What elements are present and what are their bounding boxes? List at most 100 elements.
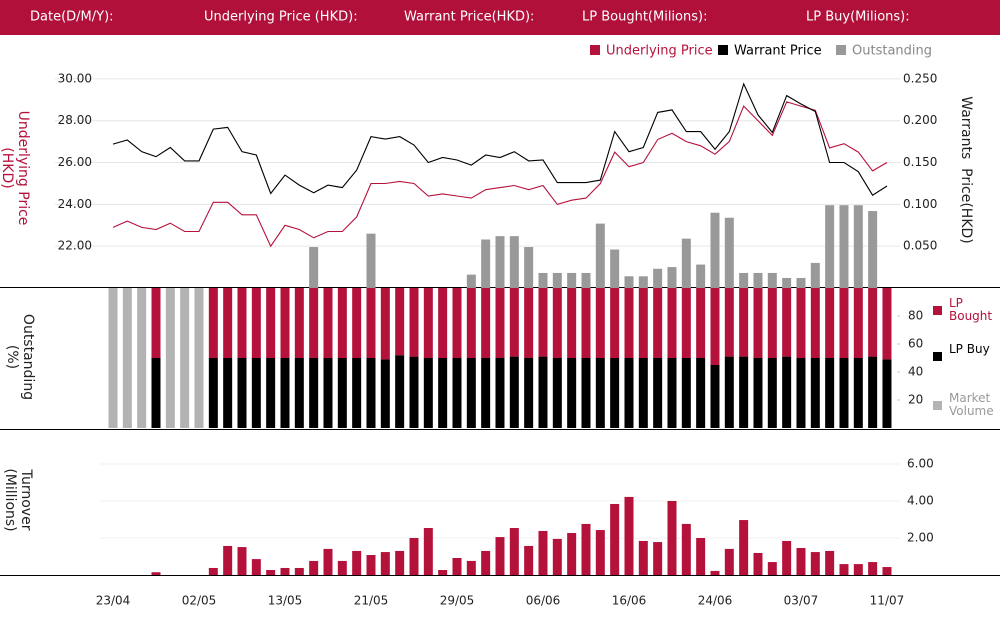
turnover-bar: [667, 501, 677, 575]
stacked-bar: [567, 288, 577, 358]
turnover-bar: [681, 523, 691, 575]
stacked-bar: [466, 358, 476, 428]
outstanding-bar: [667, 267, 677, 288]
outstanding-bar: [495, 236, 505, 288]
x-tick-label: 02/05: [182, 594, 217, 608]
stacked-bar: [208, 288, 218, 358]
stacked-bar: [108, 288, 118, 428]
turnover-bar: [294, 567, 304, 575]
stacked-bar: [409, 288, 419, 357]
turnover-bar: [337, 560, 347, 575]
stacked-bar: [624, 358, 634, 428]
stacked-bar: [839, 358, 849, 428]
stacked-bar: [882, 288, 892, 360]
outstanding-bar: [595, 223, 605, 288]
outstanding-bar: [509, 236, 519, 288]
outstanding-bar: [767, 272, 777, 288]
y2-tick-label: 0.200: [903, 113, 937, 127]
stacked-bar: [624, 288, 634, 358]
stacked-bar: [667, 288, 677, 358]
stacked-bar: [767, 288, 777, 358]
stacked-bar: [667, 358, 677, 428]
stacked-bar: [796, 288, 806, 358]
header-bar: [0, 0, 1000, 35]
stacked-bar: [395, 288, 405, 356]
stacked-bar: [323, 288, 333, 358]
stacked-bar: [739, 356, 749, 428]
legend-swatch: [590, 45, 600, 55]
stacked-bar: [481, 358, 491, 428]
stacked-bar: [380, 359, 390, 428]
turnover-bar: [481, 550, 491, 575]
turnover-bar: [710, 570, 720, 575]
turnover-bar: [767, 562, 777, 575]
outstanding-bar: [839, 205, 849, 288]
stacked-bar: [280, 288, 290, 358]
turnover-bar: [223, 545, 233, 575]
legend-label: Market Volume: [949, 391, 994, 418]
stacked-bar: [237, 358, 247, 428]
legend-swatch: [933, 352, 942, 361]
stacked-bar: [753, 288, 763, 358]
outstanding-bar: [810, 262, 820, 288]
stacked-bar: [223, 358, 233, 428]
outstanding-bar: [309, 247, 319, 288]
x-tick-label: 03/07: [784, 594, 819, 608]
header-field: Date(D/M/Y):: [30, 10, 114, 25]
turnover-bar: [280, 567, 290, 575]
outstanding-bar: [825, 205, 835, 288]
stacked-bar: [137, 288, 147, 428]
stacked-bar: [309, 288, 319, 358]
turnover-bar: [495, 537, 505, 575]
stacked-bar: [251, 288, 261, 358]
stacked-bar: [853, 288, 863, 358]
turnover-bar: [610, 503, 620, 575]
turnover-bar: [581, 523, 591, 575]
stacked-bar: [567, 358, 577, 428]
stacked-bar: [495, 358, 505, 428]
header-field: Warrant Price(HKD):: [404, 10, 534, 25]
stacked-bar: [524, 358, 534, 428]
turnover-bar: [595, 530, 605, 575]
stacked-bar: [595, 288, 605, 358]
turnover-bar: [266, 570, 276, 575]
x-tick-label: 11/07: [870, 594, 905, 608]
stacked-bar: [438, 358, 448, 428]
y-tick-label: 26.00: [58, 155, 92, 169]
y-tick-label: 22.00: [58, 239, 92, 253]
turnover-bar: [395, 550, 405, 575]
stacked-bar: [610, 358, 620, 428]
outstanding-bar: [853, 205, 863, 288]
stacked-bar: [495, 288, 505, 358]
stacked-bar: [452, 358, 462, 428]
stacked-bar: [266, 358, 276, 428]
legend-swatch: [933, 306, 942, 315]
legend-swatch: [933, 401, 942, 410]
stacked-bar: [337, 288, 347, 358]
y2-tick-label: 0.150: [903, 155, 937, 169]
stacked-bar: [337, 358, 347, 428]
stacked-bar: [380, 288, 390, 360]
header-field: Underlying Price (HKD):: [204, 10, 358, 25]
stacked-bar: [552, 358, 562, 428]
stacked-bar: [223, 288, 233, 358]
stacked-bar: [825, 288, 835, 358]
turnover-bar: [868, 562, 878, 575]
legend-label: Outstanding: [852, 44, 932, 59]
stacked-bar: [753, 358, 763, 428]
header-field: LP Buy(Milions):: [806, 10, 910, 25]
outstanding-bar: [739, 272, 749, 288]
y-tick-label: 20: [908, 393, 923, 407]
stacked-bar: [165, 288, 175, 428]
y-tick-label: 60: [908, 337, 923, 351]
stacked-bar: [696, 358, 706, 428]
stacked-bar: [853, 358, 863, 428]
legend-label: Warrant Price: [734, 44, 822, 59]
y-tick-label: 4.00: [907, 494, 934, 508]
turnover-bar: [237, 547, 247, 575]
turnover-bar: [825, 550, 835, 575]
stacked-bar: [868, 356, 878, 428]
stacked-bar: [237, 288, 247, 358]
x-tick-label: 29/05: [440, 594, 475, 608]
